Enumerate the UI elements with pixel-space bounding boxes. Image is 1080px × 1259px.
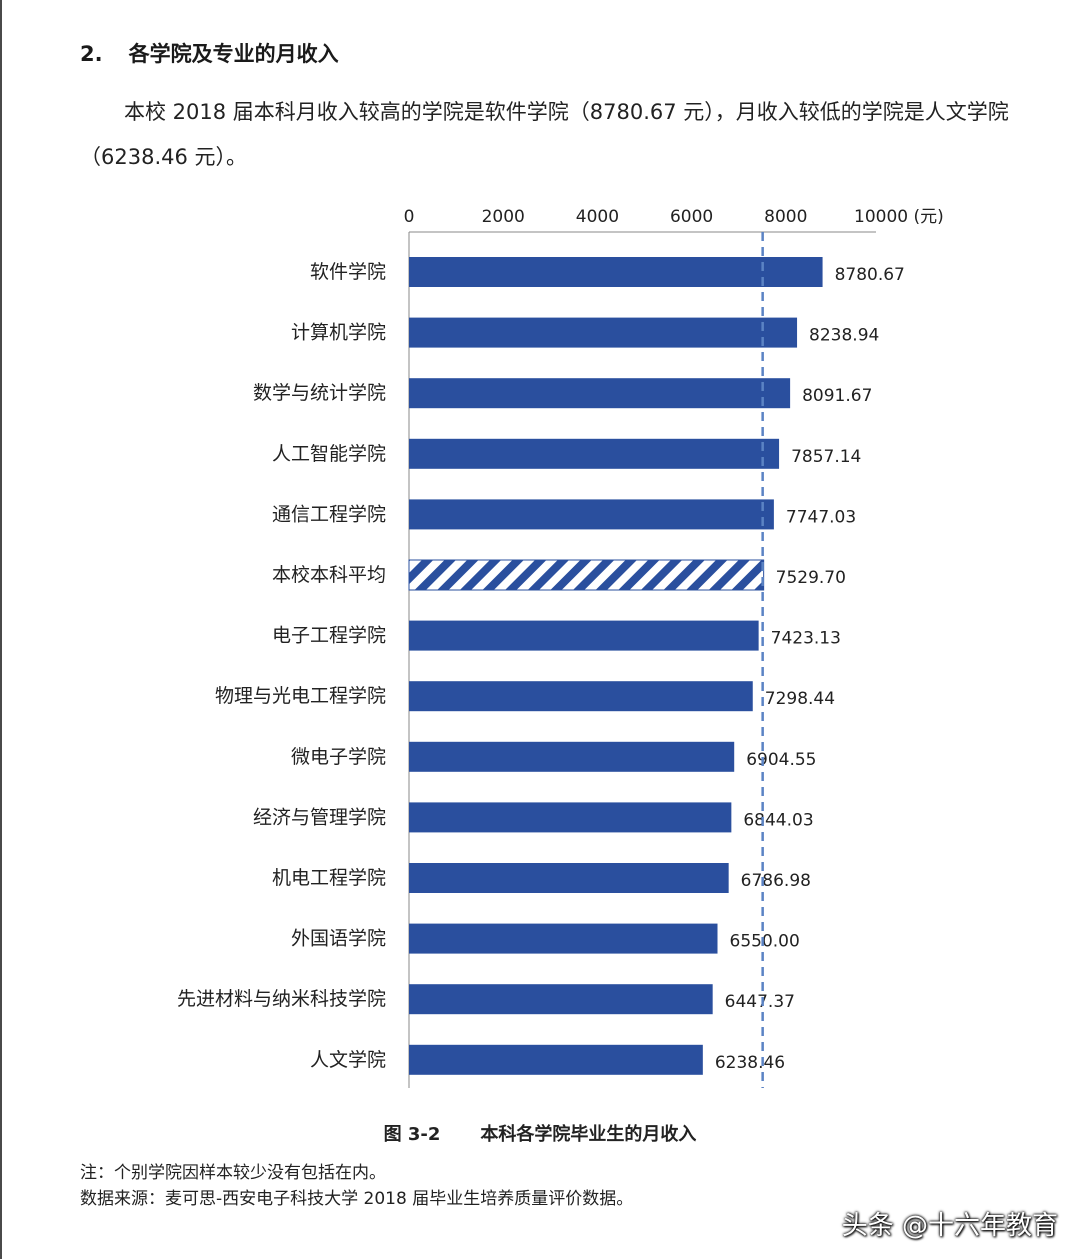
x-tick-label: 0 [404,207,415,227]
value-label: 7747.03 [786,507,856,527]
x-tick-label: 2000 [482,207,525,227]
figure-caption: 图 3-2 本科各学院毕业生的月收入 [0,1120,1080,1146]
section-title: 各学院及专业的月收入 [128,42,339,66]
category-label: 先进材料与纳米科技学院 [177,988,386,1010]
value-label: 7423.13 [771,629,841,649]
figure-number: 图 3-2 [383,1124,441,1145]
bar [409,317,798,348]
bar [409,257,823,287]
value-label: 8780.67 [835,265,905,285]
bar [409,1044,703,1075]
bar [409,681,753,712]
x-tick-label: 8000 [764,207,807,227]
value-label: 8238.94 [809,326,879,346]
value-label: 6550.00 [730,932,800,952]
intro-paragraph: 本校 2018 届本科月收入较高的学院是软件学院（8780.67 元），月收入较… [80,100,1009,169]
monthly-income-bar-chart: 0 2000 4000 6000 8000 10000 (元) 软件学院 8780.67 计算机… [177,207,944,1088]
category-label: 通信工程学院 [272,503,386,525]
bar [409,378,791,409]
page-border [0,0,2,1259]
value-label: 6238.46 [715,1053,785,1073]
value-label: 8091.67 [802,386,872,406]
section-number: 2. [80,42,103,66]
bar [409,923,718,954]
x-tick-label: 10000 (元) [854,207,944,227]
bar [409,499,774,530]
bar [409,802,732,833]
value-label: 7298.44 [765,689,835,709]
bar [409,438,780,469]
category-label: 数学与统计学院 [253,382,386,404]
category-label: 经济与管理学院 [253,806,386,828]
bar [409,863,729,893]
x-tick-label: 6000 [670,207,713,227]
category-label: 本校本科平均 [272,564,386,586]
category-label: 机电工程学院 [272,867,386,889]
category-label: 人工智能学院 [272,443,386,465]
x-tick-label: 4000 [576,207,619,227]
value-label: 6844.03 [743,810,813,830]
value-label: 6786.98 [741,871,811,891]
footnote: 注：个别学院因样本较少没有包括在内。 [80,1163,386,1183]
category-label: 人文学院 [310,1049,386,1071]
average-bar [408,559,765,591]
watermark: 头条 @十六年教育 [841,1211,1058,1241]
bar [409,984,713,1015]
category-label: 软件学院 [310,261,386,283]
category-label: 微电子学院 [291,746,386,768]
value-label: 7529.70 [776,568,846,588]
data-source: 数据来源：麦可思-西安电子科技大学 2018 届毕业生培养质量评价数据。 [80,1189,634,1209]
value-label: 7857.14 [791,447,861,467]
value-label: 6447.37 [725,992,795,1012]
category-label: 电子工程学院 [272,625,386,647]
value-label: 6904.55 [746,750,816,770]
bar [409,741,735,772]
figure-title: 本科各学院毕业生的月收入 [480,1124,697,1145]
section-heading: 2. 各学院及专业的月收入 [80,38,339,68]
category-label: 外国语学院 [291,928,386,950]
category-label: 计算机学院 [291,322,386,344]
bar [409,620,759,651]
category-label: 物理与光电工程学院 [215,685,386,707]
